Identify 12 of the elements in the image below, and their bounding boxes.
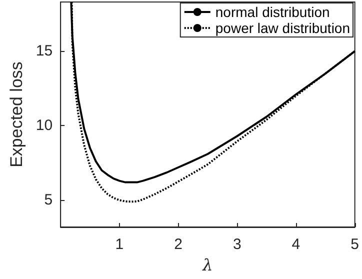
y-tick-label: 15 — [36, 42, 53, 60]
x-tick-label: 3 — [232, 236, 242, 253]
x-tick-label: 2 — [174, 236, 182, 253]
y-tick-label: 5 — [44, 192, 53, 209]
x-tick-label: 4 — [292, 236, 300, 253]
x-tick-label: 5 — [350, 236, 359, 253]
legend-label: power law distribution — [215, 20, 350, 36]
y-axis-title: Expected loss — [7, 62, 26, 168]
x-tick-label: 1 — [115, 236, 124, 253]
x-axis-title: λ — [202, 256, 213, 274]
legend-label: normal distribution — [215, 4, 330, 20]
y-tick-label: 10 — [36, 117, 53, 134]
